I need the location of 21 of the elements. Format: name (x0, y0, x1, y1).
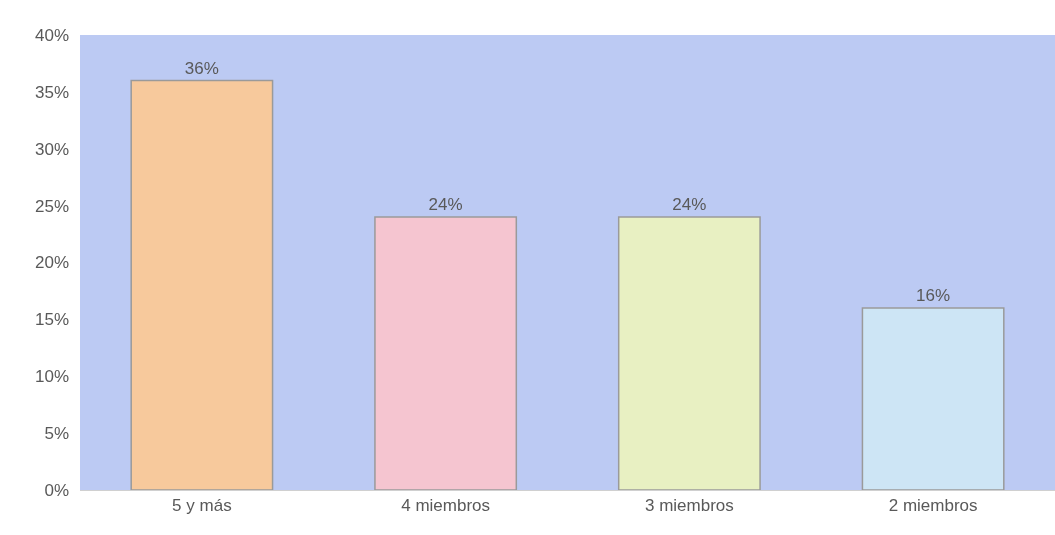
y-tick-label: 0% (44, 480, 69, 500)
data-label: 24% (428, 195, 463, 214)
bar (130, 79, 274, 490)
x-tick-label: 3 miembros (644, 496, 734, 516)
y-tick-label: 20% (34, 253, 69, 273)
data-label: 16% (916, 286, 951, 305)
y-tick-label: 5% (44, 424, 69, 444)
bar (861, 307, 1005, 490)
y-tick-label: 15% (34, 310, 69, 330)
x-tick-label: 4 miembros (401, 496, 491, 516)
bar (374, 216, 518, 490)
data-label: 24% (672, 195, 707, 214)
y-tick-label: 30% (34, 139, 69, 159)
x-tick-label: 2 miembros (888, 496, 978, 516)
x-tick-label: 5 y más (172, 496, 232, 516)
data-label: 36% (184, 58, 219, 78)
y-tick-label: 35% (34, 82, 69, 102)
y-tick-label: 40% (34, 25, 69, 45)
y-tick-label: 25% (34, 196, 69, 216)
bar (617, 216, 761, 490)
y-tick-label: 10% (34, 367, 69, 387)
